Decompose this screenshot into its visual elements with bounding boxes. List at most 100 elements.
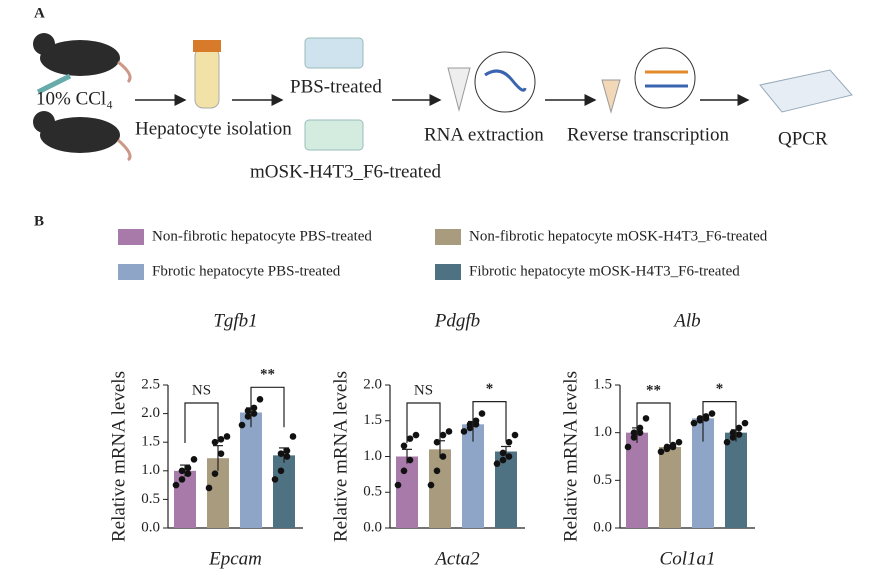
bar [174,470,196,528]
y-tick-label: 1.5 [363,412,382,428]
data-point [642,415,650,422]
data-point [630,429,638,436]
step-label: 10% CCl₄ [36,88,113,109]
significance-label: ** [646,382,661,398]
bar [495,451,517,528]
data-point [211,438,219,446]
data-point [412,431,420,439]
significance-bracket [472,401,507,442]
y-tick-label: 2.5 [141,376,160,392]
data-point [630,434,638,441]
data-point [205,484,213,492]
bar [462,424,484,528]
data-point [211,470,219,477]
data-point [460,428,468,435]
data-point [636,424,644,432]
data-point [427,481,435,489]
data-point [624,443,632,451]
data-point [217,436,225,443]
significance-bracket [406,402,441,443]
y-tick-label: 2.0 [363,376,382,392]
bar [725,432,747,528]
y-axis-label: Relative mRNA levels [330,371,351,542]
data-point [729,429,737,436]
data-point [636,429,644,436]
data-point [256,396,264,403]
syringe-icon [36,73,72,95]
y-tick-label: 0.0 [141,519,160,535]
data-point [172,481,180,489]
data-point [505,453,513,460]
legend-swatch [118,264,144,280]
data-point [439,453,447,460]
data-point [433,467,441,475]
data-point [690,419,698,427]
y-tick-label: 0.5 [141,491,160,507]
bar [429,449,451,528]
data-point [439,431,447,439]
mouse-icon [33,33,132,162]
data-point [702,413,710,420]
data-point [223,433,231,440]
data-point [729,434,737,441]
significance-label: * [486,381,494,397]
panel-label: A [34,5,45,21]
data-point [723,438,731,446]
legend-label: Fibrotic hepatocyte mOSK-H4T3_F6-treated [469,263,740,279]
legend-swatch [435,229,461,245]
data-point [271,476,279,483]
y-tick-label: 1.0 [141,462,160,478]
y-tick-label: 2.0 [141,405,160,421]
y-axis-label: Relative mRNA levels [108,371,129,542]
data-point [505,438,513,446]
data-point [493,460,501,467]
rna-icon [447,51,536,113]
data-point [741,419,749,427]
data-point [238,421,246,429]
y-tick-label: 1.5 [141,434,160,450]
legend-label: Non-fibrotic hepatocyte mOSK-H4T3_F6-tre… [469,228,768,244]
data-point [289,433,297,440]
data-point [178,476,186,483]
x-axis-label: Epcam [208,548,262,569]
legend-swatch [435,264,461,280]
bar [626,432,648,528]
step-label: RNA extraction [424,124,544,145]
significance-label: ** [260,367,275,383]
chart-title: Pdgfb [434,310,480,331]
data-point [735,431,743,438]
data-point [499,456,507,464]
bar [240,412,262,528]
data-point [283,447,291,455]
step-label: Hepatocyte isolation [135,118,292,139]
significance-label: NS [414,382,433,398]
bar [273,455,295,528]
plate-icon [304,37,364,151]
step-label: Reverse transcription [567,124,729,145]
data-point [445,428,453,435]
data-point [406,456,414,464]
data-point [250,410,258,417]
significance-bracket [250,386,285,428]
data-point [244,407,252,415]
legend-label: Fbrotic hepatocyte PBS-treated [152,263,341,279]
chart-title: Alb [672,310,700,331]
step-label: mOSK-H4T3_F6-treated [250,161,442,182]
y-axis-label: Relative mRNA levels [560,371,581,542]
data-point [499,449,507,457]
data-point [663,443,671,451]
bar [396,456,418,528]
qpcr-plate-icon [759,69,853,113]
significance-bracket [636,402,671,443]
step-label: QPCR [778,128,828,149]
data-point [433,438,441,446]
y-tick-label: 1.0 [593,424,612,440]
rt-icon [601,47,696,114]
data-point [669,441,677,449]
legend-label: Non-fibrotic hepatocyte PBS-treated [152,228,372,244]
data-point [190,456,198,463]
bar [659,446,681,528]
data-point [406,435,414,442]
data-point [735,424,743,432]
